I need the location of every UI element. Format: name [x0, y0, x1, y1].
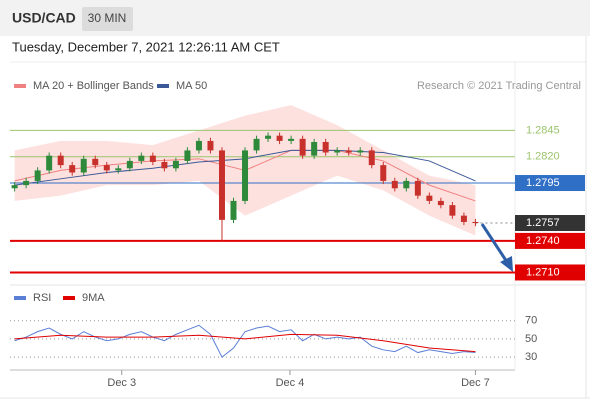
- legend-swatch: [63, 296, 75, 300]
- level-label: 1.2820: [526, 151, 560, 163]
- legend-label: RSI: [33, 292, 51, 304]
- candle-body: [288, 138, 295, 141]
- x-tick-label: Dec 7: [461, 377, 490, 389]
- candle-body: [391, 180, 398, 189]
- candle-body: [322, 141, 329, 153]
- candle-body: [230, 200, 237, 220]
- credit: Research © 2021 Trading Central: [417, 80, 581, 92]
- candle-body: [472, 221, 479, 224]
- level-box: [515, 175, 585, 192]
- rsi-panel: RSI 9MA 30 50 70 Dec 3 Dec 4 Dec 7: [10, 292, 537, 389]
- level-box: [515, 215, 585, 232]
- legend-swatch: [14, 84, 26, 88]
- level-label: 1.2795: [526, 177, 560, 189]
- candle-body: [172, 160, 179, 169]
- candle-body: [460, 215, 467, 222]
- y-tick-label: 50: [525, 333, 537, 345]
- candle-body: [426, 195, 433, 201]
- candle-body: [357, 150, 364, 153]
- level-label: 1.2710: [526, 266, 560, 278]
- candle-body: [449, 205, 456, 216]
- candle-body: [414, 180, 421, 196]
- arrow-shaft: [480, 223, 509, 263]
- legend-label: MA 50: [176, 80, 207, 92]
- timestamp: Tuesday, December 7, 2021 12:26:11 AM CE…: [12, 39, 280, 54]
- candle-body: [103, 165, 110, 171]
- price-panel: MA 20 + Bollinger Bands MA 50 Research © 2…: [10, 80, 585, 281]
- rsi-line: [14, 333, 476, 353]
- candle-body: [69, 165, 76, 173]
- candle-body: [23, 180, 30, 186]
- candle-body: [334, 150, 341, 153]
- candle-body: [403, 180, 410, 189]
- candle-body: [92, 158, 99, 166]
- target-arrow: [480, 223, 513, 272]
- candle-body: [242, 150, 249, 201]
- candle-body: [161, 161, 168, 169]
- candle-body: [265, 135, 272, 139]
- candle-body: [207, 140, 214, 151]
- y-tick-label: 70: [525, 315, 537, 327]
- candle-body: [218, 150, 225, 220]
- candle-body: [34, 170, 41, 181]
- candle-body: [138, 155, 145, 161]
- candle-body: [80, 158, 87, 173]
- candle-body: [115, 168, 122, 171]
- candle-body: [195, 140, 202, 151]
- level-box: [515, 264, 585, 281]
- candle-body: [253, 138, 260, 151]
- candle-body: [345, 150, 352, 153]
- candle-body: [311, 141, 318, 156]
- legend-label: 9MA: [82, 292, 105, 304]
- rsi-line: [14, 324, 476, 358]
- candle-body: [276, 135, 283, 141]
- level-box: [515, 232, 585, 249]
- candle-body: [437, 200, 444, 206]
- candle-body: [57, 155, 64, 166]
- candle-body: [126, 160, 133, 169]
- level-label: 1.2757: [526, 217, 560, 229]
- legend-swatch: [14, 296, 26, 300]
- interval-badge[interactable]: [82, 7, 133, 31]
- x-tick-label: Dec 4: [276, 377, 305, 389]
- arrow-head: [500, 256, 513, 272]
- candle-body: [368, 150, 375, 166]
- x-tick-label: Dec 3: [107, 377, 136, 389]
- candle-body: [299, 138, 306, 156]
- level-label: 1.2740: [526, 235, 560, 247]
- candle-body: [149, 155, 156, 162]
- candle-body: [184, 150, 191, 161]
- candle-body: [46, 155, 53, 171]
- legend-label: MA 20 + Bollinger Bands: [33, 80, 154, 92]
- legend-swatch: [157, 84, 169, 88]
- interval[interactable]: 30 MIN: [88, 11, 127, 25]
- candle-body: [380, 165, 387, 181]
- candle-body: [11, 185, 18, 189]
- level-label: 1.2845: [526, 124, 560, 136]
- y-tick-label: 30: [525, 351, 537, 363]
- symbol: USD/CAD: [12, 10, 76, 26]
